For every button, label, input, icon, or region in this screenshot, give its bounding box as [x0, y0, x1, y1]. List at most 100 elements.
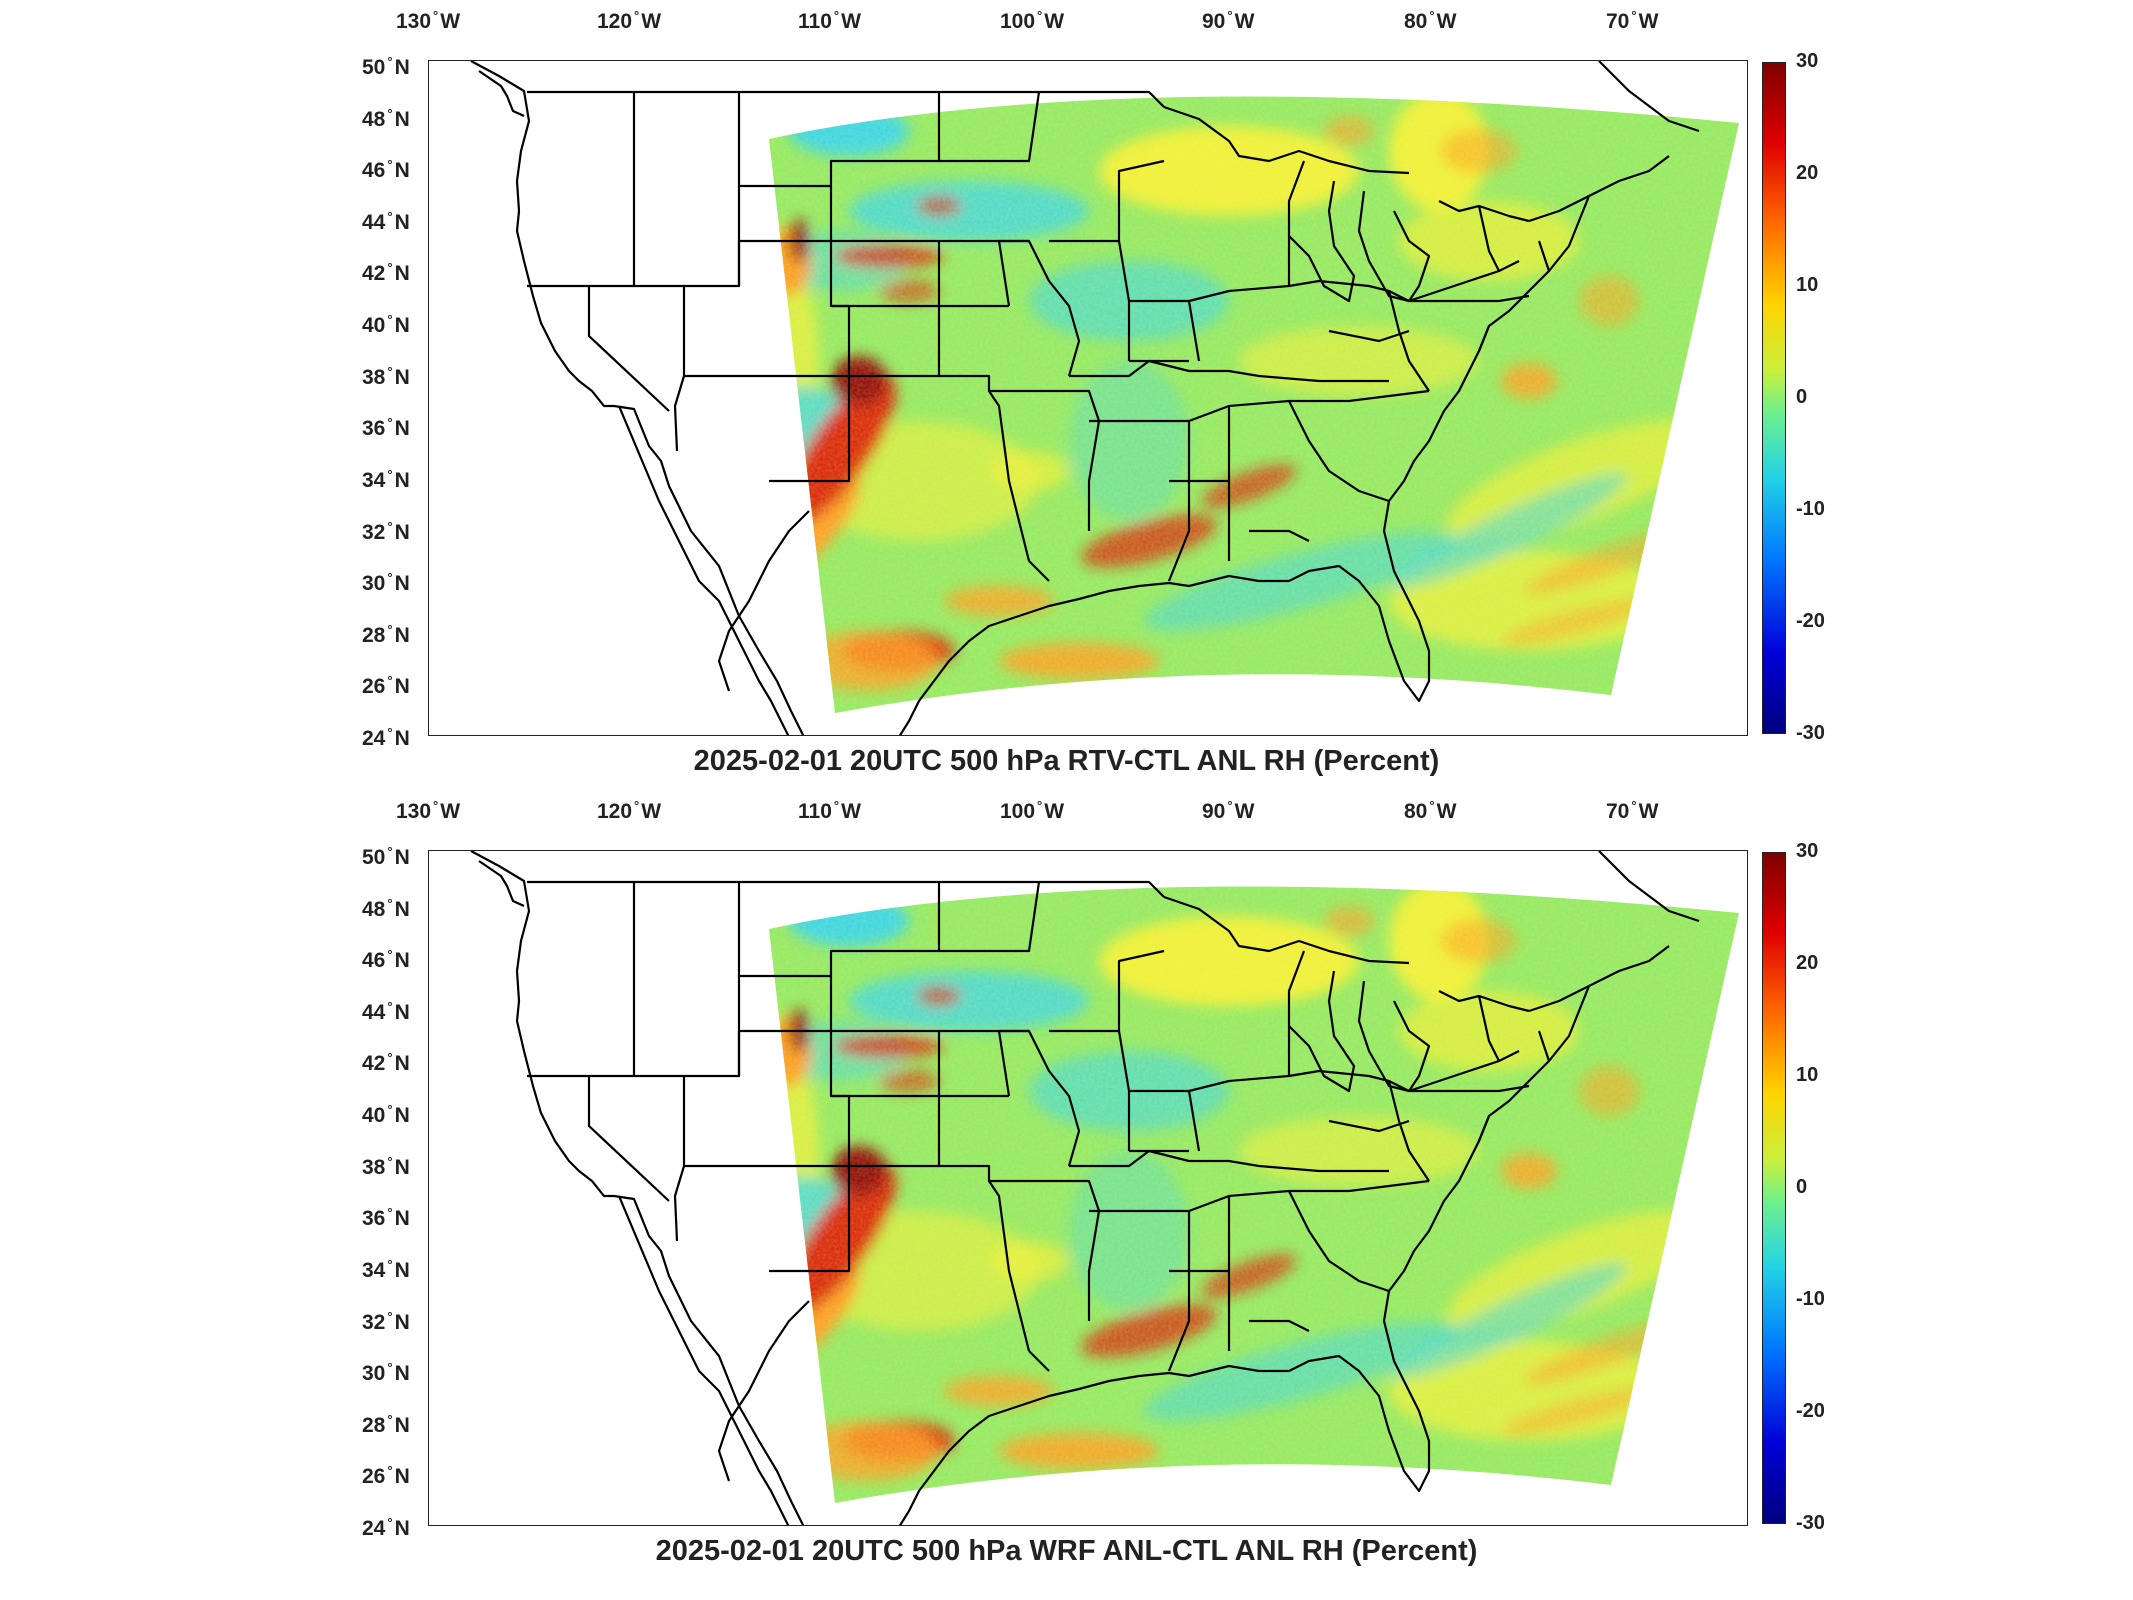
boundary-line	[478, 70, 525, 118]
rh-anomaly-blob	[694, 951, 764, 1031]
boundary-line	[849, 1164, 1031, 1352]
boundary-line	[634, 882, 741, 1078]
degree-symbol: °	[387, 1050, 393, 1066]
latitude-value: 28	[362, 623, 386, 647]
boundary-line	[1477, 995, 1500, 1062]
longitude-label: 70 °W	[1606, 8, 1658, 34]
rh-anomaly-blob	[599, 116, 759, 226]
latitude-label: 42 °N	[362, 260, 410, 286]
longitude-value: 80	[1404, 10, 1428, 33]
latitude-label: 24 °N	[362, 725, 410, 751]
boundary-line	[1288, 1190, 1390, 1293]
boundary-line	[831, 304, 851, 376]
longitude-hemisphere: W	[841, 800, 861, 823]
degree-symbol: °	[1227, 798, 1233, 813]
degree-symbol: °	[833, 798, 840, 813]
latitude-value: 46	[362, 159, 386, 183]
boundary-line	[898, 1364, 1289, 1525]
latitude-value: 48	[362, 107, 386, 131]
boundary-line	[1049, 1029, 1131, 1151]
latitude-value: 26	[362, 675, 386, 699]
latitude-hemisphere: N	[394, 159, 410, 183]
longitude-label: 80 °W	[1404, 798, 1456, 824]
boundary-line	[1477, 1115, 1491, 1142]
political-boundaries	[470, 851, 1700, 1525]
boundary-line	[1028, 1350, 1050, 1372]
boundary-line	[1477, 205, 1500, 272]
latitude-value: 42	[362, 1052, 386, 1076]
latitude-label: 40 °N	[362, 312, 410, 338]
longitude-hemisphere: W	[440, 800, 461, 823]
latitude-label: 36 °N	[362, 415, 410, 441]
degree-symbol: °	[1037, 8, 1043, 23]
degree-symbol: °	[1631, 8, 1637, 23]
latitude-label: 34 °N	[362, 1257, 410, 1283]
latitude-label: 44 °N	[362, 999, 410, 1025]
boundary-line	[997, 1029, 1081, 1167]
degree-symbol: °	[387, 54, 393, 69]
degree-symbol: °	[387, 1205, 393, 1221]
latitude-value: 40	[362, 314, 386, 338]
boundary-line	[527, 92, 636, 288]
longitude-value: 130	[396, 10, 432, 33]
latitude-hemisphere: N	[394, 1000, 410, 1024]
map-panel-rtv: 130 °W 120 °W 110 °W 100 °W 90 °W 80 °W 70 °W 50 °N 48 °N…	[362, 8, 1825, 777]
degree-symbol: °	[387, 947, 393, 963]
boundary-line	[1117, 159, 1165, 241]
boundary-line	[1408, 260, 1520, 303]
latitude-label: 28 °N	[362, 622, 410, 648]
boundary-line	[1598, 851, 1700, 923]
longitude-hemisphere: W	[1234, 10, 1255, 33]
latitude-hemisphere: N	[394, 675, 410, 699]
colorbar-tick-label: 30	[1796, 50, 1819, 72]
rh-anomaly-blob	[629, 1001, 719, 1241]
boundary-line	[470, 851, 805, 1525]
longitude-hemisphere: W	[1234, 800, 1255, 823]
longitude-label: 100 °W	[1000, 8, 1064, 34]
political-boundaries	[470, 61, 1700, 735]
latitude-label: 26 °N	[362, 673, 410, 699]
boundary-line	[1287, 160, 1356, 303]
degree-symbol: °	[387, 208, 393, 224]
boundary-line	[1537, 1030, 1551, 1062]
longitude-label: 90 °W	[1202, 798, 1254, 824]
latitude-hemisphere: N	[394, 949, 410, 973]
colorbar	[1762, 852, 1786, 1524]
colorbar-tick-label: 30	[1796, 840, 1819, 862]
degree-symbol: °	[1429, 798, 1435, 813]
longitude-hemisphere: W	[1044, 10, 1065, 33]
boundary-line	[1028, 560, 1050, 582]
latitude-hemisphere: N	[394, 1413, 410, 1437]
map-plot-area	[428, 60, 1748, 736]
latitude-value: 50	[362, 846, 386, 869]
latitude-hemisphere: N	[394, 210, 410, 234]
boundary-line	[684, 374, 851, 483]
latitude-label: 38 °N	[362, 364, 410, 390]
boundary-line	[737, 882, 941, 1076]
longitude-value: 100	[1000, 10, 1036, 33]
degree-symbol: °	[387, 1308, 393, 1324]
boundary-line	[1117, 949, 1165, 1031]
boundary-line	[1129, 1074, 1290, 1093]
latitude-value: 26	[362, 1465, 386, 1489]
map-panel-wrf: 130 °W 120 °W 110 °W 100 °W 90 °W 80 °W 70 °W 50 °N 48 °N…	[0, 790, 2133, 1590]
latitude-label: 46 °N	[362, 947, 410, 973]
latitude-label: 44 °N	[362, 209, 410, 235]
latitude-value: 36	[362, 417, 386, 441]
latitude-hemisphere: N	[394, 314, 410, 338]
longitude-hemisphere: W	[1436, 10, 1457, 33]
latitude-value: 38	[362, 1155, 386, 1179]
boundary-line	[1187, 1090, 1201, 1152]
longitude-label: 110 °W	[798, 8, 861, 34]
latitude-value: 34	[362, 468, 386, 492]
rh-field	[599, 96, 1739, 713]
latitude-hemisphere: N	[394, 727, 410, 750]
boundary-line	[1598, 61, 1700, 133]
boundary-line	[1249, 1319, 1310, 1332]
colorbar-tick-label: -20	[1796, 610, 1825, 632]
degree-symbol: °	[387, 844, 393, 859]
colorbar-tick-label: 20	[1796, 162, 1819, 184]
colorbar-tick-label: -10	[1796, 498, 1825, 520]
latitude-hemisphere: N	[394, 1362, 410, 1386]
latitude-hemisphere: N	[394, 897, 410, 921]
